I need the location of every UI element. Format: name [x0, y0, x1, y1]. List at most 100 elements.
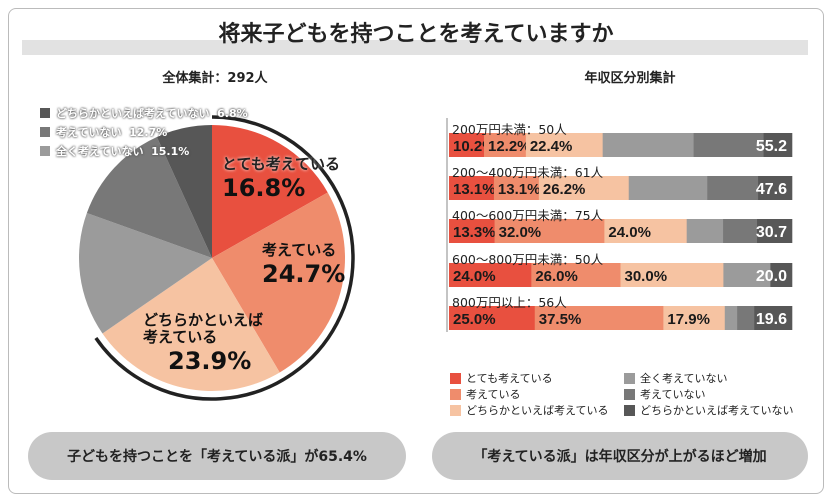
bar-category-label: 200万円未満：50人: [452, 122, 567, 137]
bar-segment: [723, 219, 758, 243]
bar-value-label: 32.0%: [499, 224, 542, 241]
legend-label: 全く考えていない: [640, 372, 728, 385]
bar-segment: [763, 133, 793, 157]
pie-slice: [212, 125, 328, 258]
bar-segment: [693, 133, 764, 157]
bar-segment: [449, 219, 495, 243]
legend-label: 全く考えていない: [56, 145, 144, 158]
bar-value-label: 24.0%: [608, 224, 651, 241]
legend-label: とても考えている: [466, 372, 553, 385]
bar-segment: [531, 263, 621, 287]
pie-slice: [156, 125, 212, 258]
bar-segment: [538, 176, 630, 200]
bar-segment: [758, 176, 793, 200]
legend-label: どちらかといえば考えていない: [640, 404, 794, 417]
page-title: 将来子どもを持つことを考えていますか: [218, 22, 614, 47]
bar-segment: [602, 133, 694, 157]
bar-category-label: 400～600万円未満：75人: [452, 208, 604, 223]
bar-segment: [449, 306, 536, 330]
pie-label-somewhat-1: どちらかといえば: [143, 311, 264, 329]
bar-segment: [724, 306, 738, 330]
pie-label-very: とても考えている: [222, 155, 341, 173]
bar-value-label: 24.0%: [453, 268, 496, 285]
bar-segment: [707, 176, 759, 200]
bar-value-label: 13.3%: [453, 224, 496, 241]
pie-label-somewhat-2: 考えている: [143, 328, 218, 346]
summary-left: 子どもを持つことを「考えている派」が65.4%: [28, 432, 406, 480]
summary-right: 「考えている派」は年収区分が上がるほど増加: [432, 432, 808, 480]
bar-total-label: 19.6: [756, 311, 787, 328]
legend-label: 考えていない: [56, 126, 122, 139]
bar-value-label: 37.5%: [539, 311, 582, 328]
bar-segment: [494, 219, 605, 243]
bar-segment: [723, 263, 771, 287]
pie-value-somewhat: 23.9%: [168, 347, 252, 375]
bar-value-label: 17.9%: [667, 311, 710, 328]
pie-slice: [86, 136, 212, 258]
bar-legend-item: 全く考えていない: [624, 370, 727, 386]
bar-category-label: 800万円以上：56人: [452, 295, 567, 310]
legend-label: 考えている: [466, 388, 521, 401]
bar-total-label: 20.0: [756, 268, 787, 285]
legend-swatch: [40, 146, 50, 156]
legend-label: どちらかといえば考えていない: [56, 107, 210, 120]
bar-segment: [483, 133, 527, 157]
bar-category-label: 600～800万円未満：50人: [452, 252, 604, 267]
pie-slice: [78, 212, 212, 334]
bar-segment: [754, 306, 793, 330]
bar-segment: [663, 306, 726, 330]
bar-value-label: 12.2%: [488, 138, 531, 155]
bar-total-label: 55.2: [756, 138, 787, 155]
legend-label: 考えていない: [640, 388, 706, 401]
bar-legend-item: 考えている: [450, 386, 520, 402]
legend-swatch: [40, 108, 50, 118]
considering-group-arc: [94, 115, 355, 401]
pie-value-considering: 24.7%: [262, 260, 346, 288]
pie-legend-somewhat-not: どちらかといえば考えていない 6.8%: [40, 105, 248, 121]
pie-legend-not: 考えていない 12.7%: [40, 124, 167, 140]
bar-segment: [686, 219, 724, 243]
bar-value-label: 25.0%: [453, 311, 496, 328]
bar-category-label: 200～400万円未満：61人: [452, 165, 604, 180]
bar-total-label: 47.6: [756, 181, 787, 198]
bar-legend-item: とても考えている: [450, 370, 553, 386]
legend-value: 6.8%: [217, 106, 248, 120]
bar-segment: [757, 219, 793, 243]
bar-segment: [534, 306, 664, 330]
legend-value: 15.1%: [151, 144, 190, 158]
bar-segment: [604, 219, 687, 243]
legend-swatch: [40, 127, 50, 137]
bar-segment: [628, 176, 708, 200]
bar-segment: [493, 176, 540, 200]
bar-value-label: 30.0%: [625, 268, 668, 285]
bar-segment: [449, 263, 532, 287]
bar-legend-item: どちらかといえば考えていない: [624, 402, 793, 418]
bar-total-label: 30.7: [756, 224, 787, 241]
bar-segment: [620, 263, 724, 287]
bar-value-label: 26.0%: [535, 268, 578, 285]
pie-slice: [102, 258, 280, 391]
bar-legend-item: 考えていない: [624, 386, 705, 402]
pie-slice: [212, 192, 345, 373]
bar-segment: [737, 306, 755, 330]
bar-value-label: 13.1%: [498, 181, 541, 198]
bar-segment: [449, 133, 485, 157]
bar-title: 年収区分別集計: [584, 71, 676, 86]
legend-value: 12.7%: [129, 125, 168, 139]
legend-label: どちらかといえば考えている: [466, 404, 609, 417]
pie-title: 全体集計：292人: [162, 71, 268, 86]
bar-value-label: 13.1%: [453, 181, 496, 198]
pie-label-considering: 考えている: [262, 241, 337, 259]
pie-legend-not-at-all: 全く考えていない 15.1%: [40, 143, 189, 159]
bar-legend-item: どちらかといえば考えている: [450, 402, 608, 418]
bar-value-label: 26.2%: [543, 181, 586, 198]
title-underline: [22, 40, 808, 55]
bar-segment: [449, 176, 495, 200]
bar-segment: [770, 263, 793, 287]
pie-value-very: 16.8%: [222, 174, 306, 202]
bar-value-label: 22.4%: [530, 138, 573, 155]
bar-segment: [525, 133, 603, 157]
frame: [8, 8, 824, 494]
